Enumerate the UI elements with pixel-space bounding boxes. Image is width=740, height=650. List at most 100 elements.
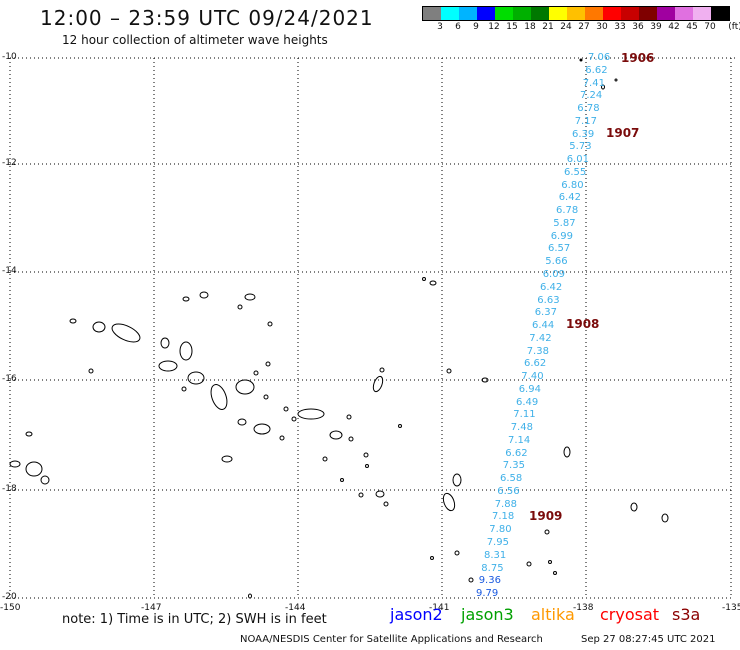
legend-swatch — [441, 7, 459, 20]
wave-height-value: 6.63 — [537, 294, 560, 306]
legend-value: 45 — [686, 22, 698, 32]
wave-height-value: 5.73 — [569, 141, 592, 153]
legend-swatch — [657, 7, 675, 20]
wave-height-value: 6.56 — [497, 485, 520, 497]
wave-height-value: 6.99 — [550, 230, 573, 242]
lon-label: -138 — [573, 603, 594, 613]
legend-value: 21 — [542, 22, 554, 32]
legend-value: 12 — [488, 22, 500, 32]
wave-height-value: 6.62 — [524, 358, 547, 370]
wave-height-value: 9.36 — [478, 575, 501, 587]
legend-swatch — [693, 7, 711, 20]
wave-height-value: 6.42 — [540, 281, 563, 293]
lon-label: -150 — [0, 603, 21, 613]
legend-swatch — [585, 7, 603, 20]
pass-id-1907: 1907 — [606, 126, 640, 140]
map-subtitle: 12 hour collection of altimeter wave hei… — [62, 33, 328, 47]
legend-value: 30 — [596, 22, 608, 32]
wave-height-value: 6.55 — [564, 166, 587, 178]
wave-height-value: 7.88 — [494, 498, 517, 510]
legend-value: 36 — [632, 22, 644, 32]
legend-value: 70 — [704, 22, 716, 32]
wave-height-value: 7.18 — [492, 511, 515, 523]
legend-swatch — [675, 7, 693, 20]
footer-note: note: 1) Time is in UTC; 2) SWH is in fe… — [62, 612, 327, 627]
wave-height-value: 6.01 — [566, 154, 589, 166]
sat-altika: altika — [531, 605, 575, 624]
lat-label: -20 — [2, 592, 17, 602]
sat-cryosat: cryosat — [600, 605, 660, 624]
sat-s3a: s3a — [672, 605, 701, 624]
lon-label: -144 — [285, 603, 306, 613]
legend-value: 18 — [524, 22, 536, 32]
legend-swatch — [531, 7, 549, 20]
legend-swatch — [495, 7, 513, 20]
legend-swatch — [423, 7, 441, 20]
wave-height-value: 5.66 — [545, 256, 568, 268]
wave-height-value: 7.14 — [508, 434, 531, 446]
legend-swatch — [477, 7, 495, 20]
legend-value: 33 — [614, 22, 626, 32]
wave-height-value: 7.42 — [529, 332, 552, 344]
legend-swatch — [567, 7, 585, 20]
credit-timestamp: Sep 27 08:27:45 UTC 2021 — [581, 634, 716, 645]
legend-swatch — [603, 7, 621, 20]
wave-height-value: 6.62 — [505, 447, 528, 459]
legend-swatch — [513, 7, 531, 20]
wave-height-value: 7.40 — [521, 371, 544, 382]
wave-height-value: 6.44 — [532, 320, 555, 331]
legend-value: 6 — [455, 22, 461, 32]
lon-label: -135 — [722, 603, 740, 613]
lat-label: -18 — [2, 484, 17, 494]
wave-height-value: 8.75 — [481, 562, 504, 574]
wave-height-value: 7.48 — [510, 422, 533, 434]
wave-height-value: 7.80 — [489, 524, 512, 536]
wave-height-value: 7.38 — [526, 345, 549, 357]
lon-label: -141 — [429, 603, 450, 613]
legend-value: 15 — [506, 22, 518, 32]
wave-height-value: 6.42 — [558, 192, 581, 204]
lat-label: -10 — [2, 52, 17, 62]
legend-value: 42 — [668, 22, 680, 32]
legend-value: 27 — [578, 22, 590, 32]
wave-height-value: 6.80 — [561, 179, 584, 191]
pass-id-1908: 1908 — [566, 317, 600, 331]
credit-org: NOAA/NESDIS Center for Satellite Applica… — [240, 634, 543, 645]
legend-unit: (ft) — [728, 22, 740, 32]
sat-jason2: jason2 — [390, 605, 443, 624]
pass-id-1909: 1909 — [529, 509, 563, 523]
wave-height-value: 7.11 — [513, 409, 536, 421]
wave-height-value: 6.09 — [542, 269, 565, 280]
wave-height-value: 7.35 — [502, 460, 525, 472]
wave-height-value: 5.87 — [553, 217, 576, 229]
pass-id-1906: 1906 — [621, 51, 655, 65]
map-title: 12:00 – 23:59 UTC 09/24/2021 — [40, 6, 374, 30]
wave-height-value: 7.41 — [582, 77, 605, 89]
lat-label: -14 — [2, 266, 17, 276]
wave-height-value: 6.94 — [518, 383, 541, 395]
legend-swatch — [459, 7, 477, 20]
lat-label: -16 — [2, 374, 17, 384]
lon-label: -147 — [141, 603, 162, 613]
legend-swatch — [639, 7, 657, 20]
legend-value: 39 — [650, 22, 662, 32]
legend-swatch — [711, 7, 729, 20]
legend-swatch — [549, 7, 567, 20]
wave-height-value: 6.57 — [548, 243, 571, 255]
wave-height-value: 6.49 — [516, 396, 539, 408]
wave-height-value: 7.06 — [588, 52, 611, 63]
legend-value: 9 — [473, 22, 479, 32]
wave-height-value: 8.31 — [484, 549, 507, 561]
lat-label: -12 — [2, 158, 17, 168]
wave-height-value: 7.95 — [486, 537, 509, 548]
wave-height-value: 6.58 — [500, 473, 523, 485]
wave-height-value: 7.24 — [580, 90, 603, 102]
color-legend — [422, 6, 730, 21]
legend-value: 3 — [437, 22, 443, 32]
legend-swatch — [621, 7, 639, 20]
wave-height-value: 7.17 — [574, 115, 597, 127]
legend-value: 24 — [560, 22, 572, 32]
wave-height-value: 6.37 — [534, 307, 557, 319]
wave-height-value: 9.79 — [476, 588, 499, 599]
